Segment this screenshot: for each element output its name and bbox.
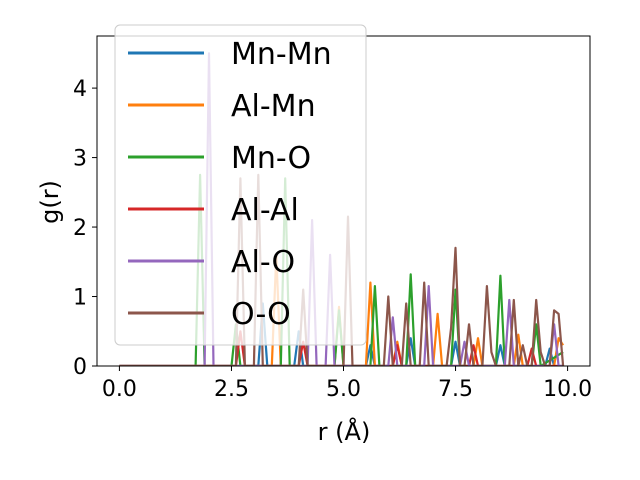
y-tick-label: 1 — [73, 286, 87, 311]
series-line-al-al — [119, 330, 564, 366]
x-tick-label: 5.0 — [326, 377, 361, 402]
legend-label-mn-mn: Mn-Mn — [231, 37, 332, 72]
legend-label-o-o: O-O — [231, 297, 291, 332]
legend-label-al-o: Al-O — [231, 245, 295, 280]
x-tick-label: 0.0 — [102, 377, 137, 402]
legend: Mn-Mn Al-Mn Mn-O Al-Al Al-O O-O — [114, 24, 367, 346]
x-tick-label: 7.5 — [438, 377, 473, 402]
series-line-mn-mn — [119, 302, 564, 366]
y-tick-label: 4 — [73, 77, 87, 102]
x-tick-label: 2.5 — [214, 377, 249, 402]
legend-label-al-mn: Al-Mn — [231, 89, 316, 124]
legend-label-al-al: Al-Al — [231, 193, 299, 228]
legend-label-mn-o: Mn-O — [231, 141, 311, 176]
axes: 0.0 2.5 5.0 7.5 10.0 0 1 2 3 4 — [73, 35, 592, 402]
y-tick-label: 3 — [73, 147, 87, 172]
x-axis-label: r (Å) — [318, 417, 371, 446]
y-axis-label: g(r) — [36, 180, 64, 224]
series-line-al-mn — [119, 253, 565, 366]
y-tick-label: 2 — [73, 216, 87, 241]
y-tick-label: 0 — [73, 355, 87, 380]
x-tick-label: 10.0 — [543, 377, 592, 402]
